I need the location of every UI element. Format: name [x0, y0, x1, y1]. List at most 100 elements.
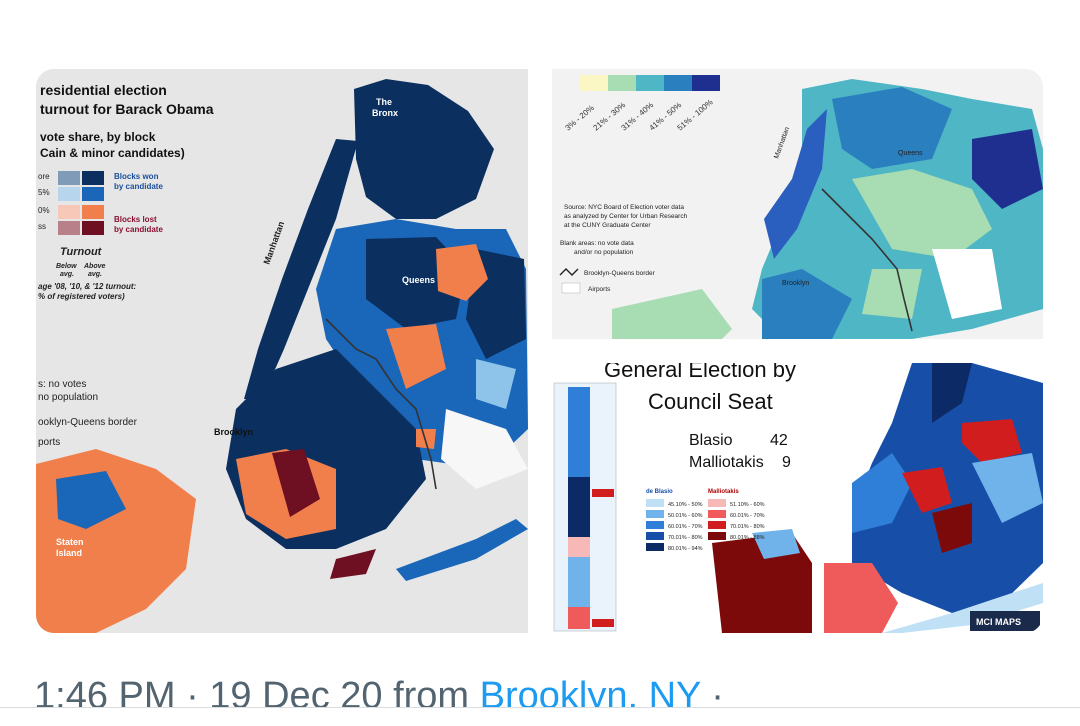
council-legend-col1-swatch-5 [646, 543, 664, 551]
obama-legend: residential election turnout for Barack … [38, 82, 214, 448]
council-region-rockaways [882, 583, 1043, 633]
region-brooklyn-orange [416, 429, 436, 449]
council-region-west [852, 453, 912, 533]
airport-jfk [441, 409, 528, 489]
council-title-line2: Council Seat [648, 389, 773, 414]
council-legend-col1-swatch-2 [646, 510, 664, 518]
turnout-region-bronx [832, 87, 952, 169]
blocks-lost-line2: by candidate [114, 225, 163, 234]
turnout-region-queens-dark [972, 129, 1043, 209]
swatch-won-below-low [58, 187, 80, 201]
legend-row-label-2: 5% [38, 188, 50, 197]
council-region-red-1 [962, 419, 1022, 463]
turnout-source-line2: as analyzed by Center for Urban Research [564, 213, 688, 220]
legend-row-label-3: 0% [38, 206, 50, 215]
turnout-source-line3: at the CUNY Graduate Center [564, 222, 651, 229]
council-region-brooklyn-south [824, 563, 898, 633]
turnout-border-note: Brooklyn-Queens border [584, 270, 656, 277]
council-legend-col1-label-5: 80.01% - 94% [668, 546, 703, 552]
airports-note: ports [38, 437, 60, 448]
obama-subtitle-line2: Cain & minor candidates) [40, 146, 185, 160]
spreadsheet-col-red-2 [568, 607, 590, 629]
region-queens-light [476, 359, 516, 409]
swatch-lost-below-high [58, 221, 80, 235]
turnout-swatch-4 [664, 75, 692, 91]
council-region-red-2 [902, 467, 952, 513]
turnout-swatch-5 [692, 75, 720, 91]
turnout-map-svg: 3% - 20% 21% - 30% 31% - 40% 41% - 50% 5… [552, 69, 1043, 339]
above-label-line2: avg. [88, 271, 102, 278]
border-note: ooklyn-Queens border [38, 417, 138, 428]
council-cand1-seats: 42 [770, 432, 788, 449]
council-cand2-name: Malliotakis [689, 454, 764, 471]
obama-title-line1: residential election [40, 82, 167, 98]
council-map-svg: General Election by Council Seat Blasio … [552, 363, 1043, 633]
council-legend: de Blasio Malliotakis 45.10% - 50% 50.01%… [646, 489, 765, 552]
turnout-blank-line2: and/or no population [574, 249, 634, 256]
blocks-won-line1: Blocks won [114, 172, 159, 181]
turnout-region-brooklyn-west [762, 269, 852, 339]
blocks-won-line2: by candidate [114, 182, 163, 191]
turnout-place-brooklyn: Brooklyn [782, 280, 809, 287]
council-region-bronx [932, 363, 972, 423]
map-image-turnout[interactable]: 3% - 20% 21% - 30% 31% - 40% 41% - 50% 5… [552, 69, 1043, 339]
place-staten-line1: Staten [56, 537, 84, 547]
council-legend-col1-label-3: 60.01% - 70% [668, 524, 703, 530]
map-image-obama-turnout[interactable]: residential election turnout for Barack … [36, 69, 528, 633]
spreadsheet-col-blue-1 [568, 387, 590, 477]
no-votes-line1: s: no votes [38, 379, 86, 390]
council-legend-col1-swatch-1 [646, 499, 664, 507]
place-brooklyn: Brooklyn [214, 427, 253, 437]
council-legend-col2-label-3: 70.01% - 80% [730, 524, 765, 530]
region-queens-orange-2 [386, 324, 446, 389]
turnout-label: Turnout [60, 246, 103, 258]
turnout-airports-note: Airports [588, 286, 611, 293]
turnout-blank-line1: Blank areas: no vote data [560, 240, 634, 247]
obama-title-line2: turnout for Barack Obama [40, 101, 214, 117]
council-legend-col2-swatch-3 [708, 521, 726, 529]
council-legend-col1-label-2: 50.01% - 60% [668, 513, 703, 519]
place-bronx-line2: Bronx [372, 108, 398, 118]
avg-note-line2: % of registered voters) [38, 292, 125, 301]
region-queens-orange-1 [436, 244, 488, 301]
council-legend-col2-label-4: 80.01% - 88% [730, 535, 765, 541]
place-bronx-line1: The [376, 97, 392, 107]
swatch-won-below-high [58, 171, 80, 185]
turnout-source-line1: Source: NYC Board of Election voter data [564, 204, 684, 211]
spreadsheet-col-blue-3 [568, 557, 590, 607]
turnout-airport-legend-swatch [561, 282, 581, 294]
swatch-lost-below-low [58, 205, 80, 219]
turnout-swatch-1 [580, 75, 608, 91]
turnout-airport [932, 249, 1002, 319]
turnout-border-legend-line [559, 268, 579, 276]
council-legend-col2-swatch-4 [708, 532, 726, 540]
brooklyn-queens-border-line [325, 318, 437, 490]
turnout-swatch-3 [636, 75, 664, 91]
below-label-line1: Below [56, 263, 77, 270]
mci-maps-badge-bg [970, 611, 1040, 631]
turnout-region-manhattan [764, 109, 827, 259]
council-legend-col2-swatch-1 [708, 499, 726, 507]
turnout-region-staten [612, 289, 732, 339]
council-legend-col2-label-2: 60.01% - 70% [730, 513, 765, 519]
council-region-staten [712, 533, 812, 633]
council-legend-col2: 51.10% - 60% 60.01% - 70% 70.01% - 80% 80.0… [708, 499, 765, 541]
swatch-won-above-low [82, 187, 104, 201]
above-label-line1: Above [83, 263, 106, 270]
council-title-line1: General Election by [604, 363, 796, 382]
tweet-metadata-trail: · [700, 675, 724, 717]
tweet-divider [0, 707, 1080, 726]
map-image-council-seat[interactable]: General Election by Council Seat Blasio … [552, 363, 1043, 633]
council-legend-col1-swatch-3 [646, 521, 664, 529]
spreadsheet-cell-red [592, 489, 614, 497]
region-bronx [354, 79, 494, 219]
legend-row-label-4: ss [38, 222, 46, 231]
blocks-lost-line1: Blocks lost [114, 215, 157, 224]
region-brooklyn-darkred [272, 449, 320, 517]
region-staten-north-blue [56, 471, 126, 529]
turnout-border-line [821, 188, 913, 332]
council-region-red-3 [932, 503, 972, 553]
spreadsheet-col-red-1 [568, 537, 590, 557]
region-manhattan [244, 139, 358, 399]
swatch-won-above-high [82, 171, 104, 185]
